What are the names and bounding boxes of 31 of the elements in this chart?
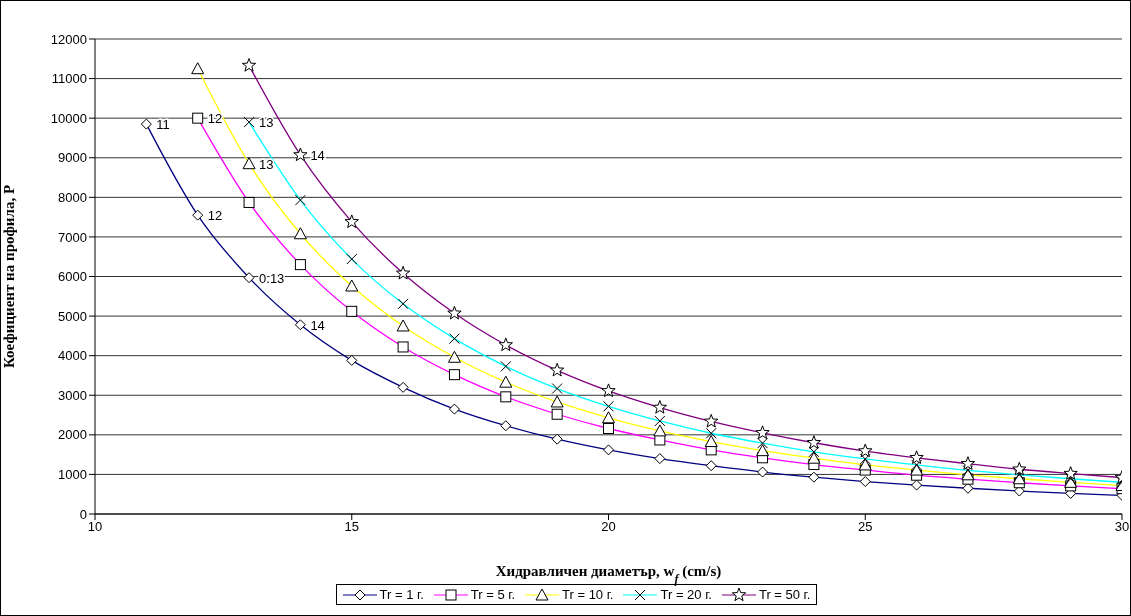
y-tick-label: 3000 — [58, 387, 87, 403]
annotation: 12 — [207, 208, 223, 224]
x-tick-label: 25 — [858, 519, 873, 535]
y-axis-title: Коефициент на профила, P — [1, 184, 18, 369]
y-tick-label: 2000 — [58, 427, 87, 443]
y-tick-label: 6000 — [58, 269, 87, 285]
annotation: 13 — [259, 115, 274, 131]
legend-label: Tr = 5 г. — [470, 587, 516, 602]
x-axis-title: Хидравличен диаметър, w$_{f}$ (cm/s) — [495, 563, 722, 586]
legend-label: Tr = 20 г. — [660, 587, 712, 602]
y-tick-label: 11000 — [51, 71, 87, 87]
x-tick-label: 20 — [601, 519, 616, 535]
x-tick-label: 15 — [344, 519, 359, 535]
y-tick-label: 7000 — [58, 229, 87, 245]
y-tick-label: 4000 — [58, 348, 87, 364]
annotation: 14 — [310, 317, 325, 333]
legend-label: Tr = 50 г. — [758, 587, 811, 602]
y-tick-label: 10000 — [50, 110, 87, 126]
legend-label: Tr = 1 г. — [379, 587, 424, 602]
x-tick-label: 10 — [87, 519, 103, 535]
y-tick-label: 1000 — [58, 467, 87, 483]
y-tick-label: 8000 — [58, 189, 87, 205]
y-tick-label: 0 — [79, 506, 87, 522]
x-tick-label: 30 — [1114, 519, 1130, 535]
annotation: 12 — [207, 111, 223, 127]
y-tick-label: 9000 — [58, 150, 87, 166]
y-tick-label: 5000 — [58, 308, 87, 324]
annotation: 11 — [156, 117, 170, 133]
legend-label: Tr = 10 г. — [562, 587, 614, 602]
annotation: 13 — [259, 156, 274, 172]
y-tick-label: 12000 — [50, 31, 87, 47]
